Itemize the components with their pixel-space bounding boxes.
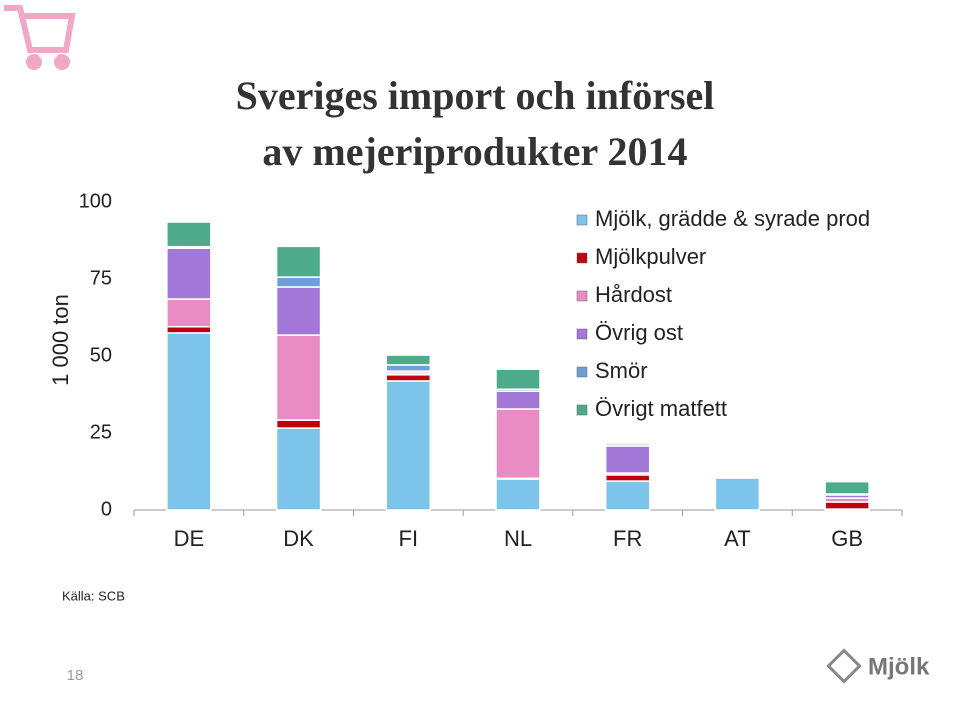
- x-tick-label: DK: [283, 526, 314, 551]
- bar-segment: [385, 364, 432, 372]
- bar-segment: [604, 445, 651, 474]
- bar-segment: [495, 408, 541, 480]
- y-tick-label: 0: [101, 498, 112, 520]
- bar-segment: [166, 325, 212, 334]
- legend-label: Övrigt matfett: [595, 396, 727, 421]
- bar-segment: [604, 474, 651, 482]
- bar-segment: [275, 419, 322, 429]
- bar-segment: [714, 473, 761, 476]
- x-tick-label: FR: [613, 526, 642, 551]
- bar-segment: [275, 334, 322, 421]
- bar-segment: [714, 477, 761, 511]
- legend-swatch: [576, 328, 588, 340]
- bar-segment: [495, 390, 541, 410]
- bar-segment: [495, 478, 541, 511]
- legend-label: Mjölk, grädde & syrade prod: [595, 206, 870, 231]
- bar-segment: [385, 354, 432, 366]
- legend-swatch: [576, 252, 588, 264]
- bar-segment: [495, 368, 541, 391]
- logo-text: Mjölk: [868, 653, 930, 680]
- legend-swatch: [576, 214, 588, 226]
- bar-segment: [824, 501, 870, 510]
- legend-label: Hårdost: [595, 282, 672, 307]
- x-tick-label: NL: [504, 526, 532, 551]
- y-tick-label: 100: [79, 190, 112, 212]
- page-number: 18: [67, 667, 84, 684]
- bar-segment: [385, 380, 432, 511]
- y-tick-label: 25: [90, 421, 112, 443]
- bar-segment: [275, 427, 322, 511]
- bar-segment: [604, 442, 651, 446]
- bar-segment: [275, 286, 322, 336]
- bar-segment: [824, 480, 870, 495]
- x-tick-label: DE: [174, 526, 205, 551]
- legend-label: Övrig ost: [595, 320, 683, 345]
- legend-swatch: [576, 366, 588, 378]
- cart-icon: [4, 5, 76, 70]
- bar-segment: [166, 247, 212, 300]
- y-axis-label: 1 000 ton: [48, 294, 73, 386]
- legend-label: Smör: [595, 358, 648, 383]
- x-tick-label: AT: [724, 526, 750, 551]
- bar-segment: [166, 298, 212, 328]
- legend-label: Mjölkpulver: [595, 244, 706, 269]
- bar-segment: [166, 332, 212, 511]
- logo: Mjölk: [826, 648, 930, 684]
- legend-swatch: [576, 290, 588, 302]
- bar-segment: [604, 480, 651, 511]
- source: Källa: SCB: [62, 588, 125, 603]
- chart-title: Sveriges import och införsel av mejeripro…: [236, 73, 715, 174]
- y-tick-label: 50: [90, 344, 112, 366]
- legend-swatch: [576, 404, 588, 416]
- bar-segment: [275, 276, 322, 288]
- bar-segment: [385, 374, 432, 382]
- y-tick-label: 75: [90, 267, 112, 289]
- x-tick-label: GB: [831, 526, 863, 551]
- x-tick-label: FI: [399, 526, 419, 551]
- bar-segment: [166, 221, 212, 248]
- bar-segment: [275, 245, 322, 278]
